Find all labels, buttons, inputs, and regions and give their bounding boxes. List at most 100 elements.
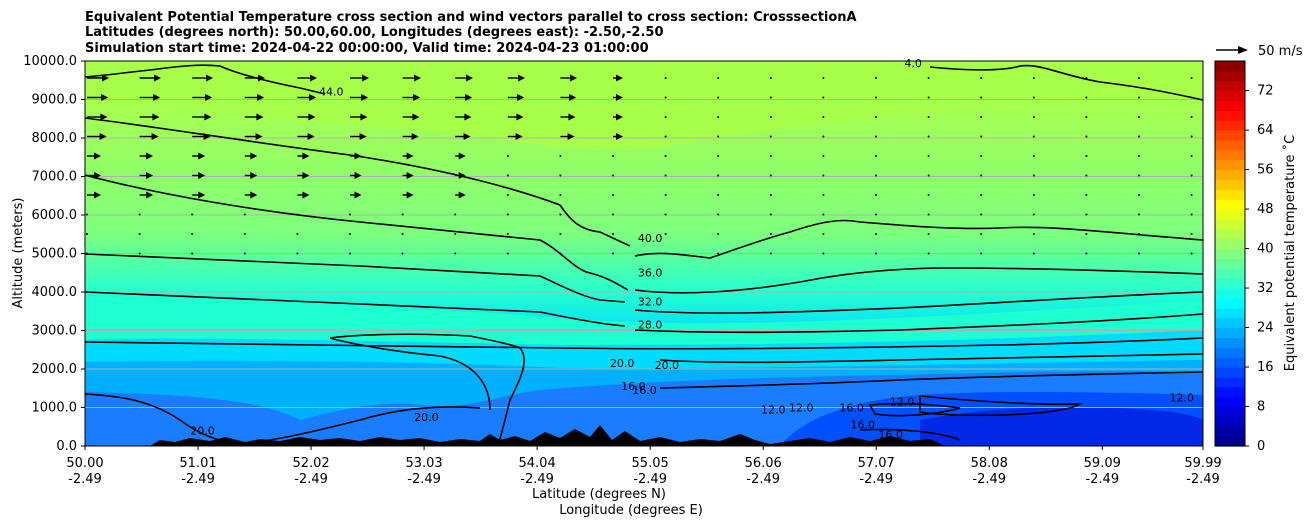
colorbar-segment	[1215, 120, 1245, 131]
wind-vector-head	[465, 94, 473, 101]
x-tick-label-lon: -2.49	[859, 472, 893, 487]
wind-vector	[1085, 155, 1088, 157]
colorbar-segment	[1215, 327, 1245, 339]
wind-vector	[717, 155, 720, 157]
wind-vector	[769, 135, 772, 138]
wind-vector-head	[406, 152, 414, 160]
colorbar-segment	[1215, 159, 1245, 171]
colorbar-segment	[1215, 416, 1245, 427]
contour-label: 44.0	[319, 86, 344, 99]
colorbar-segment	[1215, 218, 1245, 230]
quiver-key-arrowhead	[1238, 46, 1248, 54]
colorbar-segment	[1215, 386, 1245, 398]
wind-vector-head	[308, 113, 316, 121]
wind-vector-head	[152, 113, 160, 121]
contour-40a	[85, 117, 631, 247]
wind-vector	[769, 174, 772, 177]
contour-label: 20.0	[414, 411, 439, 424]
wind-vector-head	[94, 191, 101, 199]
wind-vector	[559, 194, 562, 196]
wind-vector-head	[255, 133, 263, 140]
colorbar-segment	[1215, 396, 1245, 408]
y-tick-label: 6000.0	[32, 208, 78, 223]
colorbar-tick-label: 16	[1257, 360, 1274, 375]
wind-vector	[138, 252, 141, 255]
wind-vector	[927, 135, 930, 138]
colorbar-tick-label: 32	[1257, 281, 1274, 296]
colorbar-segment	[1215, 278, 1245, 289]
wind-vector	[822, 194, 825, 196]
y-tick-label: 4000.0	[32, 285, 78, 300]
wind-vector	[664, 252, 667, 255]
band-upper-lime	[85, 61, 1203, 149]
colorbar-label: Equivalent potential temperature ˚C	[1282, 135, 1298, 371]
wind-vector	[243, 213, 246, 216]
colorbar-segment	[1215, 238, 1245, 250]
wind-vector-head	[406, 191, 414, 199]
x-tick-label-lon: -2.49	[746, 472, 780, 487]
wind-vector-head	[206, 74, 213, 82]
colorbar-segment	[1215, 169, 1245, 181]
contour-label: 4.0	[904, 57, 922, 70]
wind-vector	[401, 213, 404, 216]
wind-vector-head	[203, 133, 211, 140]
chart-title-line-1: Equivalent Potential Temperature cross s…	[85, 10, 857, 25]
wind-vector-head	[458, 191, 466, 199]
wind-vector	[559, 213, 562, 216]
wind-vector	[822, 174, 825, 177]
wind-vector	[1032, 116, 1035, 118]
wind-vector	[717, 174, 720, 177]
wind-vector-head	[570, 74, 577, 82]
contour-40b	[634, 219, 1203, 259]
wind-vector	[86, 252, 88, 255]
wind-vector	[822, 252, 825, 255]
wind-vector	[1138, 252, 1140, 255]
colorbar-tick-label: 0	[1257, 439, 1265, 454]
wind-vector	[1032, 135, 1035, 138]
wind-vector	[717, 77, 720, 79]
wind-vector	[1032, 233, 1035, 235]
y-tick-label: 7000.0	[32, 170, 78, 185]
wind-vector-head	[146, 152, 154, 160]
colorbar-segment	[1215, 288, 1245, 299]
contour-12b	[868, 402, 961, 417]
wind-vector	[927, 194, 930, 196]
wind-vector	[980, 155, 983, 157]
wind-vector	[1085, 174, 1088, 177]
wind-vector	[349, 252, 351, 255]
contour-12a	[919, 395, 1084, 417]
wind-vector	[1190, 194, 1193, 196]
contour-label: 12.0	[761, 403, 786, 416]
colorbar-segment	[1215, 406, 1245, 417]
wind-vector-head	[516, 113, 524, 121]
wind-vector	[927, 213, 930, 216]
wind-vector	[454, 213, 457, 216]
wind-vector	[612, 213, 614, 216]
wind-vector	[1085, 135, 1088, 138]
x-axis-label-longitude: Longitude (degrees E)	[559, 503, 703, 518]
contour-20b	[329, 337, 491, 411]
wind-vector	[717, 135, 720, 138]
colorbar-segment	[1215, 130, 1245, 141]
contour-28a	[85, 291, 626, 327]
contour-label: 20.0	[190, 424, 215, 437]
wind-vector-head	[205, 94, 213, 101]
wind-vector	[1085, 213, 1088, 216]
wind-vector	[875, 116, 877, 118]
wind-vector-head	[354, 152, 362, 160]
wind-vector	[1190, 252, 1193, 255]
contour-lines	[85, 64, 1203, 446]
contour-12c	[859, 428, 961, 441]
x-tick-label-lat: 58.08	[971, 456, 1008, 471]
wind-vector	[191, 213, 194, 216]
colorbar-segment	[1215, 367, 1245, 378]
wind-vector	[349, 233, 351, 235]
wind-vector	[822, 116, 825, 118]
wind-vector	[980, 252, 983, 255]
wind-vector	[822, 77, 825, 79]
wind-vector-head	[466, 74, 473, 82]
wind-vector	[349, 213, 351, 216]
wind-vector-head	[616, 113, 623, 121]
y-tick-label: 9000.0	[32, 93, 78, 108]
